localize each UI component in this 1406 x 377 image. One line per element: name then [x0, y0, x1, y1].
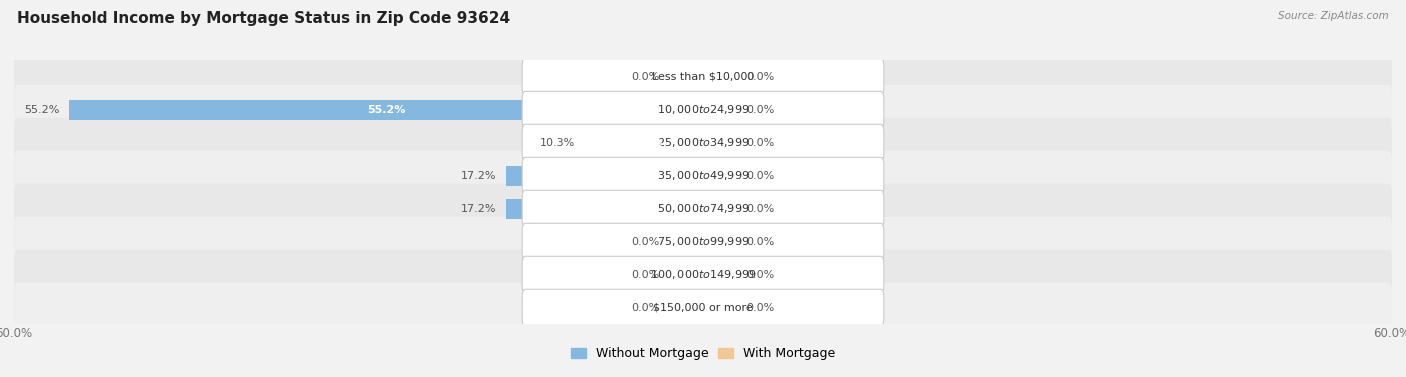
Text: 17.2%: 17.2%	[585, 171, 624, 181]
Text: 55.2%: 55.2%	[367, 105, 405, 115]
FancyBboxPatch shape	[522, 223, 884, 260]
Text: Source: ZipAtlas.com: Source: ZipAtlas.com	[1278, 11, 1389, 21]
Text: 55.2%: 55.2%	[25, 105, 60, 115]
Bar	[669, 67, 703, 87]
Text: $35,000 to $49,999: $35,000 to $49,999	[657, 169, 749, 182]
Text: Household Income by Mortgage Status in Zip Code 93624: Household Income by Mortgage Status in Z…	[17, 11, 510, 26]
FancyBboxPatch shape	[522, 124, 884, 161]
Bar	[703, 231, 738, 252]
Text: Less than $10,000: Less than $10,000	[652, 72, 754, 82]
Text: $100,000 to $149,999: $100,000 to $149,999	[650, 268, 756, 281]
Bar	[703, 166, 738, 186]
FancyBboxPatch shape	[14, 52, 1392, 102]
Bar	[585, 133, 703, 153]
Text: 0.0%: 0.0%	[747, 204, 775, 214]
Bar	[703, 199, 738, 219]
Text: 0.0%: 0.0%	[747, 237, 775, 247]
FancyBboxPatch shape	[14, 118, 1392, 168]
FancyBboxPatch shape	[14, 250, 1392, 300]
Text: 0.0%: 0.0%	[631, 237, 659, 247]
Bar	[69, 100, 703, 120]
Text: 17.2%: 17.2%	[461, 171, 496, 181]
Bar	[703, 297, 738, 318]
Legend: Without Mortgage, With Mortgage: Without Mortgage, With Mortgage	[565, 342, 841, 365]
Text: $75,000 to $99,999: $75,000 to $99,999	[657, 235, 749, 248]
Bar	[703, 100, 738, 120]
Text: 0.0%: 0.0%	[747, 138, 775, 148]
FancyBboxPatch shape	[14, 283, 1392, 333]
FancyBboxPatch shape	[522, 157, 884, 194]
FancyBboxPatch shape	[14, 151, 1392, 201]
Text: 0.0%: 0.0%	[747, 72, 775, 82]
Bar	[669, 297, 703, 318]
Text: 10.3%: 10.3%	[624, 138, 664, 148]
FancyBboxPatch shape	[522, 58, 884, 95]
FancyBboxPatch shape	[14, 85, 1392, 135]
FancyBboxPatch shape	[522, 289, 884, 326]
Text: $150,000 or more: $150,000 or more	[654, 303, 752, 313]
Text: 0.0%: 0.0%	[747, 303, 775, 313]
Text: $50,000 to $74,999: $50,000 to $74,999	[657, 202, 749, 215]
Text: 0.0%: 0.0%	[747, 105, 775, 115]
Text: $10,000 to $24,999: $10,000 to $24,999	[657, 103, 749, 116]
FancyBboxPatch shape	[522, 91, 884, 128]
Text: 0.0%: 0.0%	[631, 72, 659, 82]
Bar	[703, 67, 738, 87]
Text: $25,000 to $34,999: $25,000 to $34,999	[657, 136, 749, 149]
Bar	[703, 133, 738, 153]
Text: 10.3%: 10.3%	[540, 138, 575, 148]
Text: 0.0%: 0.0%	[747, 171, 775, 181]
FancyBboxPatch shape	[522, 190, 884, 227]
Bar	[703, 265, 738, 285]
Text: 0.0%: 0.0%	[747, 270, 775, 280]
Text: 17.2%: 17.2%	[461, 204, 496, 214]
FancyBboxPatch shape	[14, 184, 1392, 234]
FancyBboxPatch shape	[14, 217, 1392, 267]
Bar	[506, 199, 703, 219]
Text: 0.0%: 0.0%	[631, 303, 659, 313]
Bar	[506, 166, 703, 186]
Bar	[669, 265, 703, 285]
Bar	[669, 231, 703, 252]
FancyBboxPatch shape	[522, 256, 884, 293]
Text: 17.2%: 17.2%	[585, 204, 624, 214]
Text: 0.0%: 0.0%	[631, 270, 659, 280]
